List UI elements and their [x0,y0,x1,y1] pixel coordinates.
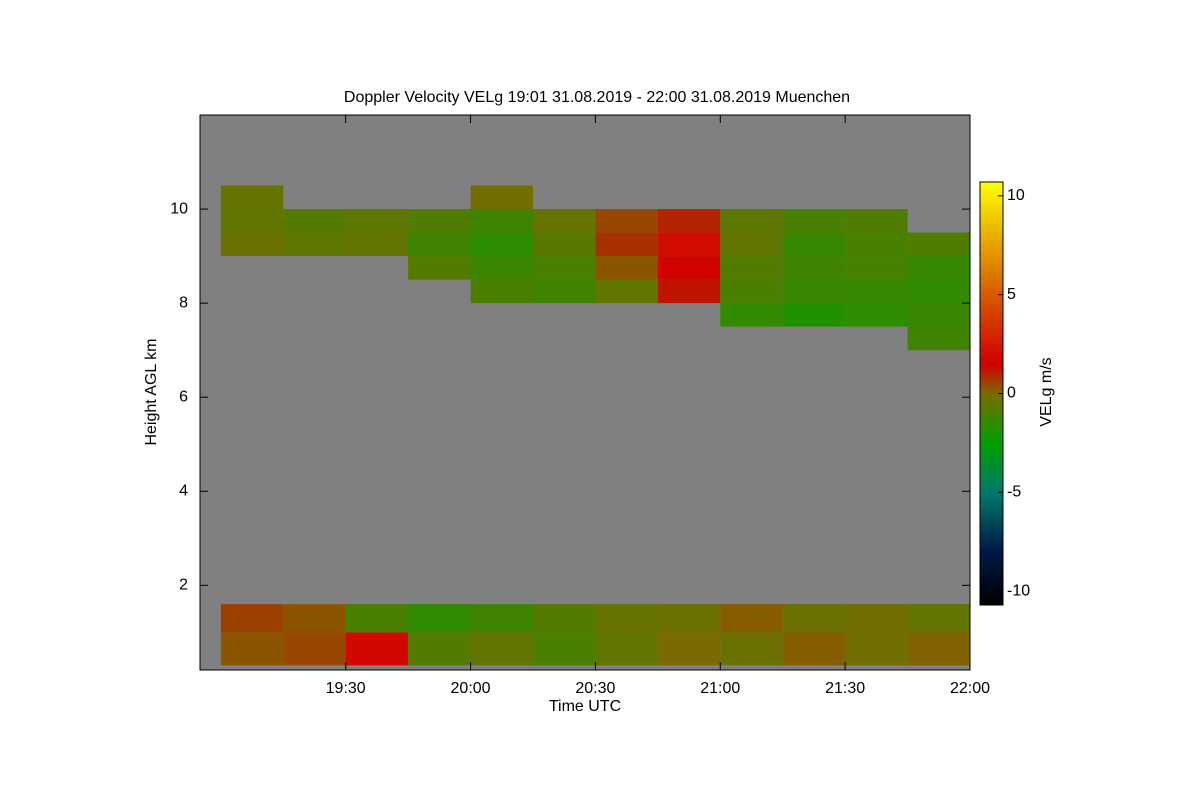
chart-title: Doppler Velocity VELg 19:01 31.08.2019 -… [344,89,850,106]
heatmap-cell [657,279,721,304]
x-tick-label: 19:30 [326,680,366,697]
colorbar-tick-label: 5 [1007,286,1016,303]
heatmap-cell [845,232,908,257]
x-tick-label: 21:00 [700,680,740,697]
heatmap-cell [220,232,284,257]
x-tick-label: 20:30 [575,680,615,697]
colorbar-tick-label: -5 [1007,484,1021,501]
heatmap-cell [657,256,721,280]
heatmap-cell [845,604,908,633]
heatmap-cell [283,632,346,666]
heatmap-cell [845,303,908,327]
heatmap-cell [283,232,346,257]
x-tick-label: 22:00 [950,680,990,697]
heatmap-cell [845,256,908,280]
heatmap-cell [408,209,471,233]
heatmap-cell [782,632,846,666]
colorbar-tick-label: 0 [1007,385,1016,402]
heatmap-cell [657,632,721,666]
heatmap-cell [470,632,533,666]
heatmap-cell [220,185,284,210]
y-tick-label: 10 [170,200,188,217]
heatmap-cell [720,303,783,327]
heatmap-cell [408,256,471,280]
heatmap-cell [408,232,471,257]
x-tick-label: 20:00 [451,680,491,697]
heatmap-cell [782,232,846,257]
heatmap-cell [907,279,970,304]
heatmap-cell [720,209,783,233]
heatmap-cell [657,232,721,257]
heatmap-cell [532,232,596,257]
colorbar-tick-label: 10 [1007,187,1025,204]
heatmap-cell [720,256,783,280]
heatmap-cell [720,632,783,666]
heatmap-cell [595,209,658,233]
heatmap-cell [907,604,970,633]
heatmap-cell [283,604,346,633]
heatmap-cell [345,209,409,233]
heatmap-cell [657,604,721,633]
heatmap-cell [782,256,846,280]
x-tick-label: 21:30 [825,680,865,697]
heatmap-cell [907,256,970,280]
heatmap-cell [845,632,908,666]
heatmap-cell [470,232,533,257]
heatmap-cell [907,232,970,257]
heatmap-cell [345,232,409,257]
heatmap-cell [532,632,596,666]
heatmap-cell [220,604,284,633]
heatmap-cell [657,209,721,233]
heatmap-cell [782,604,846,633]
heatmap-cell [782,209,846,233]
heatmap-cell [907,632,970,666]
plot-frame [199,114,971,671]
y-axis-label: Height AGL km [143,338,160,445]
x-axis-label: Time UTC [549,698,621,715]
heatmap-cell [720,604,783,633]
heatmap-cell [595,232,658,257]
colorbar-tick-label: -10 [1007,582,1030,599]
heatmap-cell [595,279,658,304]
heatmap-cell [720,232,783,257]
y-tick-label: 8 [179,294,188,311]
heatmap-cell [845,209,908,233]
heatmap-cell [470,209,533,233]
heatmap-cell [532,209,596,233]
heatmap-cell [595,256,658,280]
heatmap-cell [907,303,970,327]
heatmap-cell [907,326,970,351]
plot-background [200,115,970,670]
heatmap-cell [595,632,658,666]
heatmap-cell [470,604,533,633]
heatmap-cell [470,279,533,304]
heatmap-cell [470,256,533,280]
heatmap-cell [595,604,658,633]
heatmap-cell [345,604,409,633]
heatmap-cell [283,209,346,233]
y-tick-label: 4 [179,482,188,499]
heatmap-cell [345,632,409,666]
y-tick-label: 6 [179,388,188,405]
heatmap-cell [532,604,596,633]
heatmap-cell [532,256,596,280]
heatmap-cell [720,279,783,304]
heatmap-cell [532,279,596,304]
heatmap-cell [782,279,846,304]
heatmap-cell [408,632,471,666]
y-tick-label: 2 [179,577,188,594]
heatmap-cell [220,209,284,233]
heatmap-cell [782,303,846,327]
colorbar-label: VELg m/s [1038,357,1055,426]
heatmap-cell [845,279,908,304]
heatmap-cell [220,632,284,666]
heatmap-cell [408,604,471,633]
heatmap-cell [470,185,533,210]
